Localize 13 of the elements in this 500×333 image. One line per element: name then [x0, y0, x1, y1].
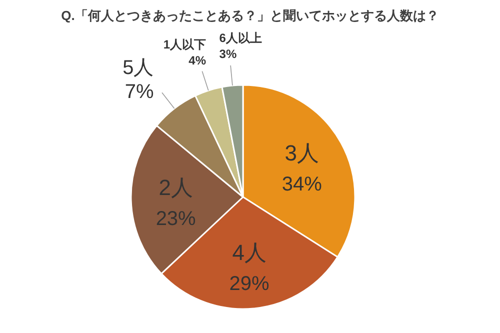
data-label: 7%	[124, 80, 154, 103]
data-label: 3%	[219, 47, 237, 62]
slice-label: 2人	[158, 175, 193, 200]
data-label: 34%	[282, 174, 322, 196]
data-label: 23%	[156, 208, 196, 230]
slice-label: 3人	[284, 140, 320, 166]
data-label: 29%	[229, 272, 270, 295]
chart-title: Q.「何人とつきあったことある？」と聞いてホッとする人数は？	[61, 8, 439, 23]
slice-label: 5人	[122, 56, 154, 79]
slice-label: 6人以上	[219, 31, 262, 46]
slice-label: 1人以下	[163, 38, 206, 52]
slice-label: 4人	[232, 240, 266, 265]
data-label: 4%	[188, 54, 206, 68]
